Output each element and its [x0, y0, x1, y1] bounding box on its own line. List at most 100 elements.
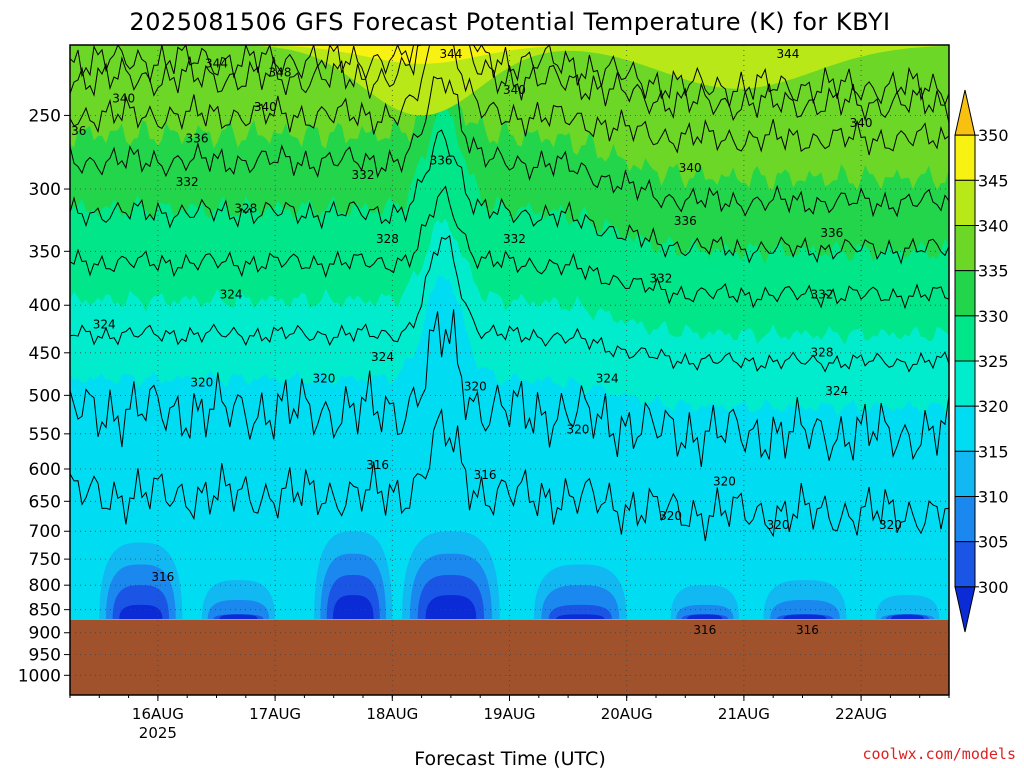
- colorbar-label: 330: [978, 307, 1009, 326]
- contour-label: 332: [503, 232, 526, 246]
- contour-label: 332: [649, 272, 672, 286]
- contour-label: 320: [767, 518, 790, 532]
- contour-label: 336: [820, 226, 843, 240]
- contour-label: 316: [366, 458, 389, 472]
- gridlines: [70, 45, 949, 695]
- contour-label: 340: [850, 116, 873, 130]
- y-tick-label: 450: [29, 344, 61, 364]
- colorbar-segment: [954, 225, 976, 272]
- contour-label: 340: [679, 161, 702, 175]
- y-tick-label: 600: [29, 460, 61, 480]
- band-350: [70, 45, 949, 64]
- x-tick-label: 17AUG: [249, 705, 301, 723]
- contour-label: 332: [176, 175, 199, 189]
- y-tick-label: 500: [29, 386, 61, 406]
- contour-label: 316: [151, 570, 174, 584]
- contour-label: 336: [430, 154, 453, 168]
- colorbar-segment: [954, 315, 976, 362]
- contour-label: 340: [503, 83, 526, 97]
- colorbar-label: 350: [978, 126, 1009, 145]
- colorbar-label: 320: [978, 397, 1009, 416]
- contour-label: 336: [674, 214, 697, 228]
- contour-320: [70, 309, 949, 468]
- contour-340: [70, 45, 949, 156]
- contour-label: 344: [776, 47, 799, 61]
- cold-pocket-7-3: [890, 614, 924, 620]
- contour-label: 336: [186, 131, 209, 145]
- x-tick-label: 18AUG: [366, 705, 418, 723]
- x-tick-label: 20AUG: [601, 705, 653, 723]
- colorbar-label: 315: [978, 442, 1009, 461]
- contour-label: 332: [811, 288, 834, 302]
- x-tick-label: 22AUG: [835, 705, 887, 723]
- y-tick-label: 900: [29, 624, 61, 644]
- contour-label: 348: [269, 65, 292, 79]
- cold-pocket-1-3: [219, 614, 258, 620]
- y-tick-label: 750: [29, 550, 61, 570]
- colorbar: 300 305 310 315 320 325 330 335 340 345 350: [954, 89, 1009, 633]
- contour-lines: [70, 45, 949, 542]
- colorbar-segment: [954, 270, 976, 317]
- contour-labels: 344 348 344 344 340 340 340 340 336 336 336 340 332 3…: [63, 47, 902, 637]
- contour-label: 320: [312, 371, 335, 385]
- contour-label: 320: [879, 518, 902, 532]
- x-tick-sublabel: 2025: [139, 724, 177, 742]
- y-tick-label: 700: [29, 522, 61, 542]
- y-tick-label: 350: [29, 242, 61, 262]
- cold-pocket-6-1: [770, 600, 840, 620]
- contour-label: 320: [659, 509, 682, 523]
- cold-pocket-5-3: [687, 614, 723, 620]
- contour-label: 332: [352, 168, 375, 182]
- contour-label: 324: [371, 350, 394, 364]
- contour-label: 316: [796, 623, 819, 637]
- y-tick-label: 650: [29, 492, 61, 512]
- terrain-mask: [70, 620, 949, 695]
- contour-label: 336: [63, 124, 86, 138]
- contour-label: 320: [566, 423, 589, 437]
- cold-pocket-2-3: [332, 595, 374, 620]
- x-axis-label: Forecast Time (UTC): [414, 748, 605, 768]
- y-tick-label: 400: [29, 296, 61, 316]
- y-tick-label: 800: [29, 576, 61, 596]
- contour-328: [70, 185, 949, 310]
- contour-label: 328: [376, 232, 399, 246]
- contour-label: 320: [464, 380, 487, 394]
- colorbar-extend-max: [954, 89, 976, 136]
- contour-label: 316: [693, 623, 716, 637]
- contour-label: 328: [811, 345, 834, 359]
- cold-pocket-1-1: [207, 600, 270, 620]
- colorbar-segment: [954, 360, 976, 407]
- band-345: [70, 45, 949, 116]
- colorbar-extend-min: [954, 586, 976, 633]
- contour-label: 344: [439, 47, 462, 61]
- cold-pocket-4-3: [556, 614, 605, 620]
- colorbar-label: 325: [978, 352, 1009, 371]
- cold-pocket-7-0: [875, 595, 940, 620]
- contour-label: 316: [474, 468, 497, 482]
- colorbar-segment: [954, 450, 976, 498]
- contour-label: 324: [93, 317, 116, 331]
- contour-label: 320: [190, 376, 213, 390]
- colorbar-label: 310: [978, 488, 1009, 507]
- x-tick-label: 21AUG: [718, 705, 770, 723]
- credit-text: coolwx.com/models: [862, 745, 1016, 763]
- y-tick-label: 950: [29, 646, 61, 666]
- y-tick-label: 250: [29, 106, 61, 126]
- contour-label: 324: [825, 384, 848, 398]
- contour-label: 324: [220, 288, 243, 302]
- y-tick-label: 300: [29, 180, 61, 200]
- contour-label: 320: [713, 475, 736, 489]
- contour-label: 340: [254, 100, 277, 114]
- contour-label: 340: [112, 91, 135, 105]
- plot-area: 344 348 344 344 340 340 340 340 336 336 336 340 332 3…: [63, 45, 949, 695]
- y-tick-label: 1000: [18, 666, 61, 686]
- colorbar-label: 300: [978, 578, 1009, 597]
- colorbar-segment: [954, 541, 976, 588]
- contour-label: 344: [205, 56, 228, 70]
- colorbar-segment: [954, 134, 976, 181]
- cold-pocket-6-3: [783, 614, 827, 620]
- x-tick-label: 16AUG: [132, 705, 184, 723]
- colorbar-segment: [954, 496, 976, 543]
